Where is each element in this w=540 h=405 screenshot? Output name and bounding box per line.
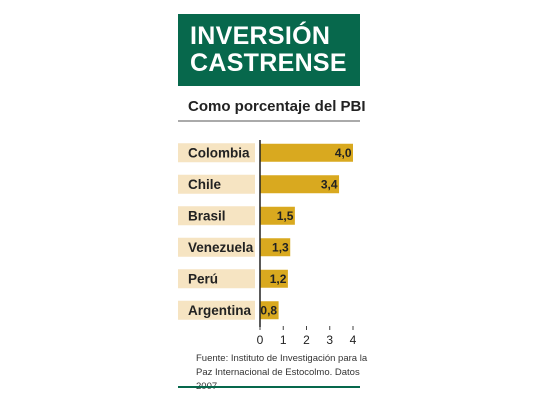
value-label: 3,4 bbox=[321, 177, 338, 191]
chart-subtitle: Como porcentaje del PBI bbox=[188, 98, 366, 115]
category-box bbox=[178, 143, 255, 163]
bar bbox=[260, 301, 279, 320]
bar bbox=[260, 175, 340, 194]
y-tick-label: Perú bbox=[188, 271, 218, 286]
x-tick-label: 3 bbox=[326, 333, 333, 347]
y-tick-label: Argentina bbox=[188, 303, 251, 318]
category-box bbox=[178, 300, 255, 320]
value-label: 0,8 bbox=[260, 303, 277, 317]
y-tick-label: Colombia bbox=[188, 145, 250, 160]
x-tick-label: 0 bbox=[257, 333, 264, 347]
category-box bbox=[178, 269, 255, 289]
x-tick-label: 1 bbox=[280, 333, 287, 347]
value-label: 4,0 bbox=[335, 146, 352, 160]
y-tick-label: Brasil bbox=[188, 208, 226, 223]
value-label: 1,5 bbox=[277, 209, 294, 223]
category-box bbox=[178, 237, 255, 257]
bar bbox=[260, 206, 295, 225]
category-box bbox=[178, 174, 255, 194]
y-tick-label: Venezuela bbox=[188, 240, 254, 255]
y-tick-label: Chile bbox=[188, 177, 221, 192]
chart-title: INVERSIÓN CASTRENSE bbox=[178, 14, 360, 86]
bar bbox=[260, 238, 291, 257]
value-label: 1,2 bbox=[270, 272, 287, 286]
bar bbox=[260, 143, 353, 162]
bar bbox=[260, 269, 288, 288]
category-box bbox=[178, 206, 255, 226]
x-tick-label: 4 bbox=[350, 333, 357, 347]
value-label: 1,3 bbox=[272, 240, 289, 254]
x-tick-label: 2 bbox=[303, 333, 310, 347]
